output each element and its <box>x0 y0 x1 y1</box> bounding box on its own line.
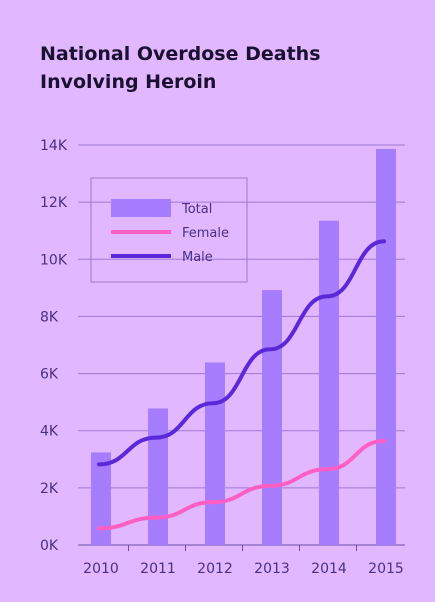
x-axis: 2010 2011 2012 2013 2014 2015 <box>83 545 404 577</box>
chart-title-line-2: Involving Heroin <box>40 71 217 93</box>
chart-title: National Overdose Deaths Involving Heroi… <box>40 40 321 96</box>
bar-total-2011 <box>148 408 168 545</box>
legend-box <box>90 177 248 283</box>
y-tick-10K: 10K <box>40 252 68 268</box>
x-tick-2013: 2013 <box>254 561 290 577</box>
bar-total-2015 <box>376 149 396 545</box>
legend-label-male: Male <box>182 250 213 265</box>
legend-label-total: Total <box>181 202 212 217</box>
x-tick-2010: 2010 <box>83 561 119 577</box>
line-male <box>97 239 386 467</box>
y-tick-8K: 8K <box>40 309 59 325</box>
x-tick-2011: 2011 <box>140 561 176 577</box>
series-lines <box>97 239 386 531</box>
chart-title-line-1: National Overdose Deaths <box>40 43 321 65</box>
legend-swatch-total <box>111 199 171 217</box>
y-tick-14K: 14K <box>40 138 68 154</box>
x-tick-2014: 2014 <box>311 561 347 577</box>
bar-total-2014 <box>319 220 339 545</box>
total-bars <box>91 149 396 545</box>
y-gridlines <box>78 144 405 546</box>
bar-total-2010 <box>91 452 111 545</box>
legend-label-female: Female <box>182 226 229 241</box>
y-tick-2K: 2K <box>40 481 59 497</box>
line-female <box>97 439 386 531</box>
bar-total-2012 <box>205 362 225 545</box>
bar-total-2013 <box>262 290 282 545</box>
x-tick-2012: 2012 <box>197 561 233 577</box>
y-tick-6K: 6K <box>40 367 59 383</box>
legend: Total Female Male <box>90 177 248 283</box>
y-tick-0K: 0K <box>40 538 59 554</box>
y-tick-12K: 12K <box>40 195 68 211</box>
y-axis-ticks: 0K 2K 4K 6K 8K 10K 12K 14K <box>40 138 68 554</box>
x-tick-2015: 2015 <box>368 561 404 577</box>
y-tick-4K: 4K <box>40 424 59 440</box>
